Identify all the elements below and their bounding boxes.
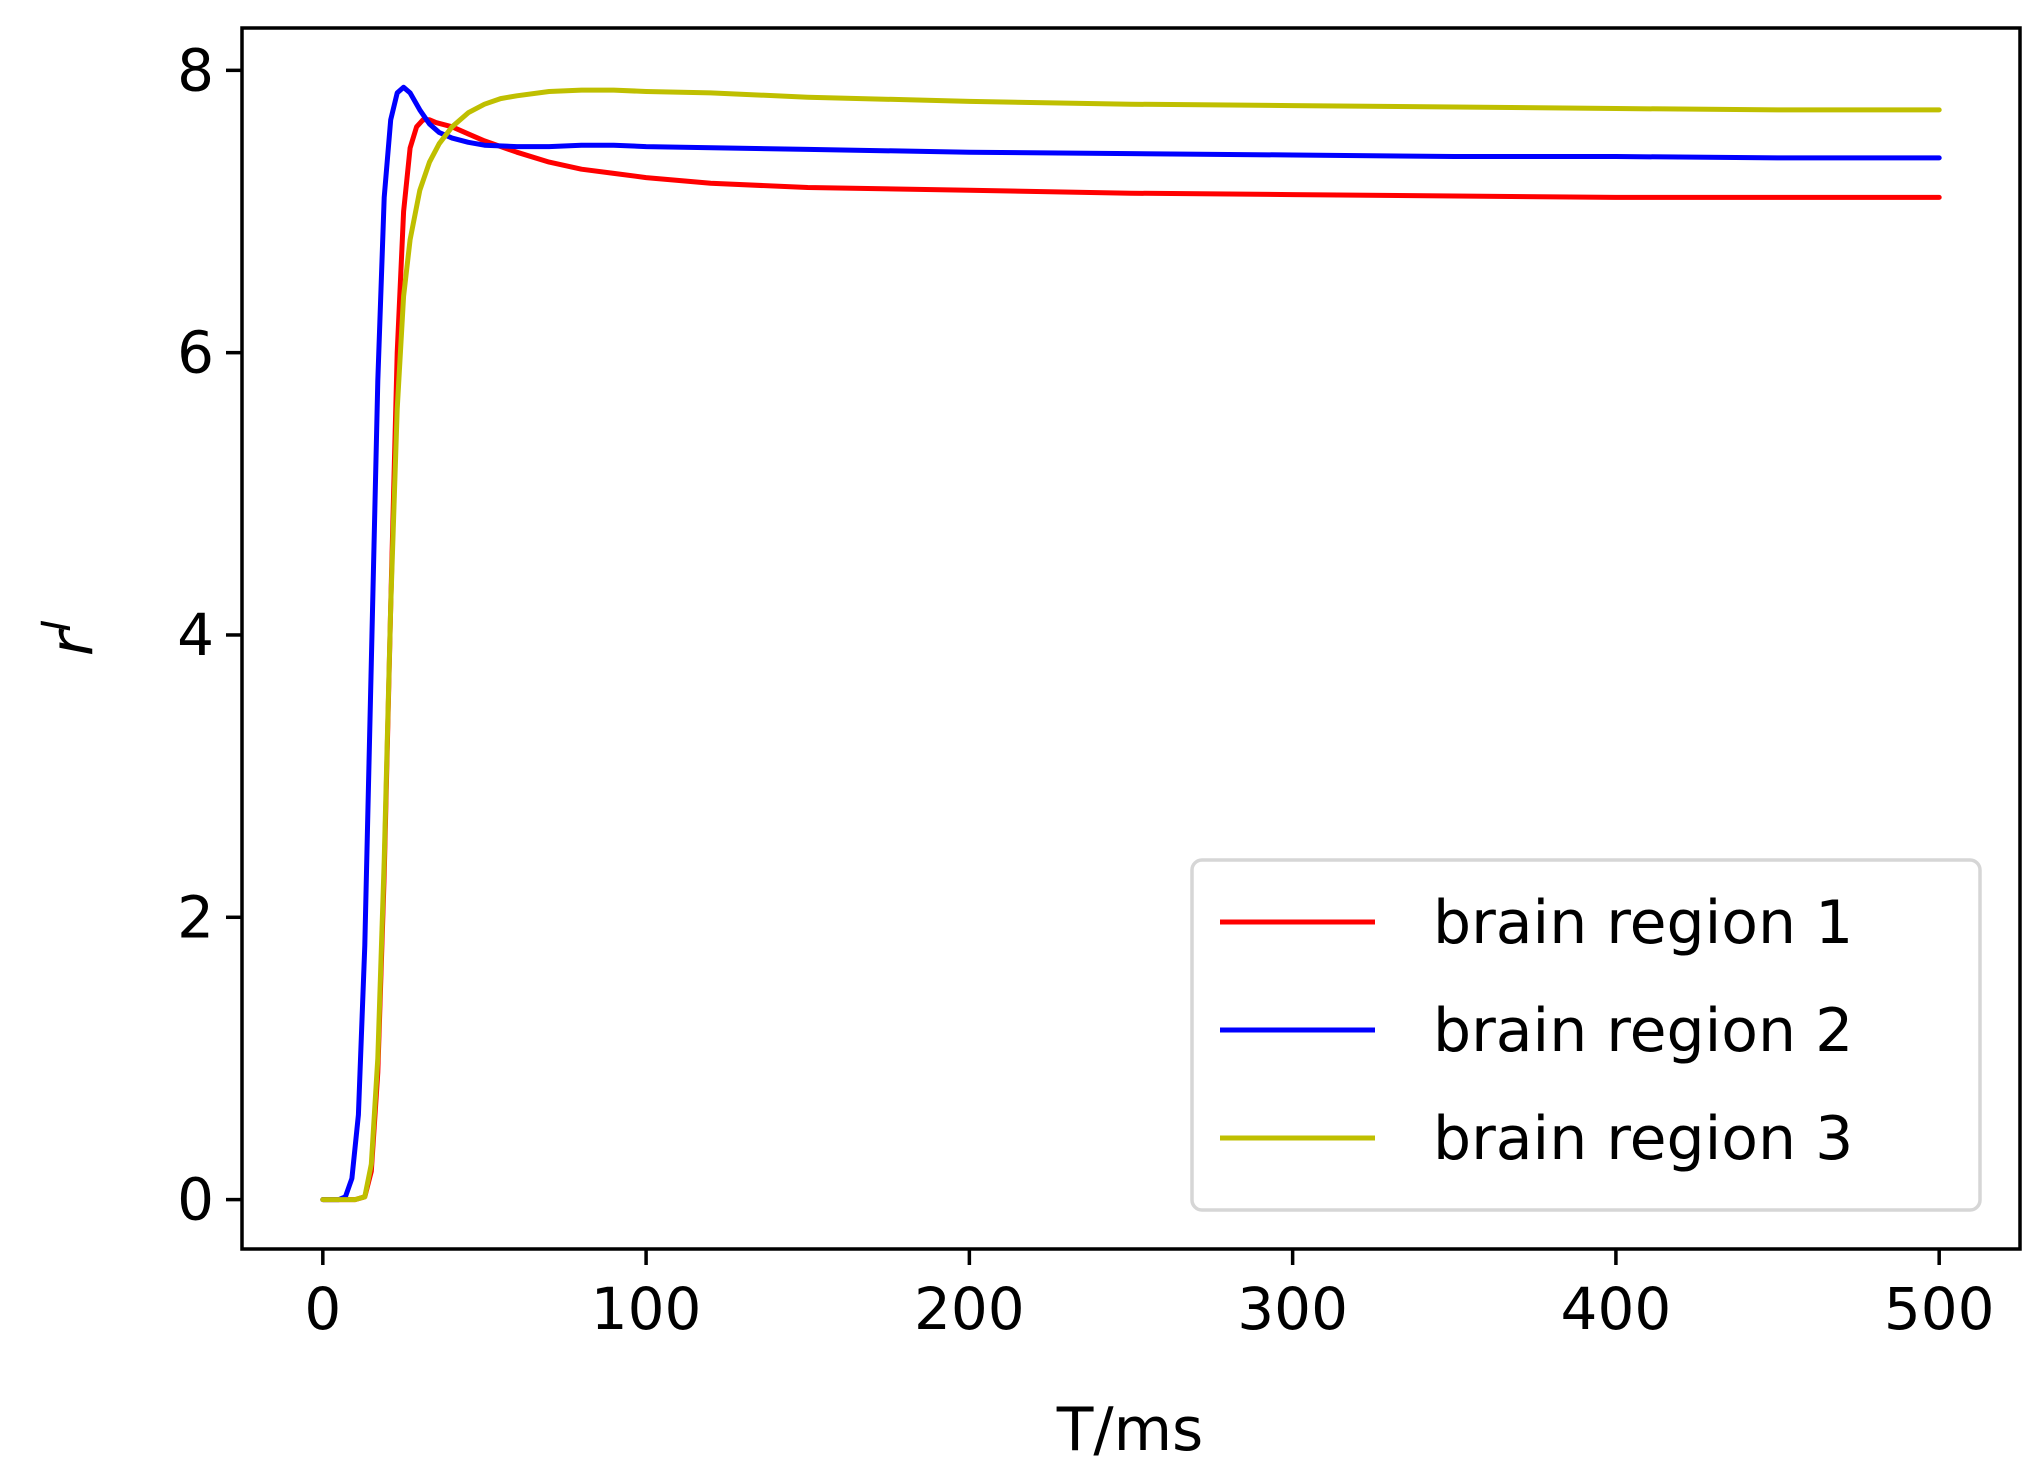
y-tick-label: 2 — [177, 883, 214, 951]
plot-frame — [240, 26, 2022, 1251]
x-tick-label: 400 — [1561, 1275, 1672, 1343]
svg-text:rI: rI — [34, 620, 107, 656]
legend-label-2: brain region 2 — [1433, 996, 1853, 1066]
y-tick-label: 4 — [177, 601, 214, 669]
series-layer — [320, 84, 1942, 1203]
x-tick-label: 200 — [914, 1275, 1025, 1343]
ticks-layer: 0 100 200 300 400 500 0 2 4 6 8 — [177, 36, 1994, 1343]
legend-label-3: brain region 3 — [1433, 1104, 1853, 1174]
legend: brain region 1 brain region 2 brain region… — [1190, 858, 1982, 1212]
x-tick-label: 100 — [591, 1275, 702, 1343]
y-tick-label: 0 — [177, 1166, 214, 1234]
y-axis-label-superscript: I — [34, 620, 80, 632]
x-tick-label: 0 — [304, 1275, 341, 1343]
y-axis-label-base: r — [37, 628, 107, 656]
legend-entries: brain region 1 brain region 2 brain region… — [1220, 888, 1853, 1174]
y-axis-label: rI — [34, 620, 107, 656]
legend-label-1: brain region 1 — [1433, 888, 1853, 958]
x-axis-label: T/ms — [1056, 1395, 1204, 1465]
x-tick-label: 500 — [1884, 1275, 1995, 1343]
y-tick-label: 8 — [177, 36, 214, 104]
series-line-3 — [320, 87, 1942, 1203]
y-tick-label: 6 — [177, 319, 214, 387]
legend-box — [1190, 858, 1982, 1212]
x-tick-label: 300 — [1237, 1275, 1348, 1343]
